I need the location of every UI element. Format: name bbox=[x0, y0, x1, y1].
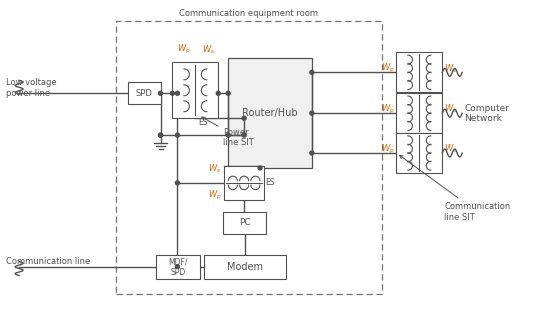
Text: $W_p$: $W_p$ bbox=[177, 43, 191, 56]
Text: Modem: Modem bbox=[227, 262, 263, 272]
Bar bbox=[204, 255, 286, 279]
Circle shape bbox=[226, 133, 230, 137]
Circle shape bbox=[158, 91, 162, 95]
Text: $W_p$: $W_p$ bbox=[381, 143, 394, 156]
Bar bbox=[116, 21, 382, 294]
Circle shape bbox=[158, 133, 162, 137]
Text: Communication line: Communication line bbox=[6, 257, 90, 266]
Bar bbox=[228, 58, 312, 168]
Circle shape bbox=[171, 91, 175, 95]
Text: Communication equipment room: Communication equipment room bbox=[179, 9, 318, 18]
Text: $W_s$: $W_s$ bbox=[208, 163, 221, 175]
Circle shape bbox=[242, 116, 246, 120]
Text: $W_p$: $W_p$ bbox=[381, 62, 394, 75]
Circle shape bbox=[176, 264, 179, 269]
Text: Router/Hub: Router/Hub bbox=[242, 108, 298, 118]
Text: $W_s$: $W_s$ bbox=[444, 103, 458, 115]
Bar bbox=[223, 212, 266, 234]
Text: SPD: SPD bbox=[136, 89, 152, 98]
Bar bbox=[397, 93, 442, 133]
Text: Communication
line SIT: Communication line SIT bbox=[399, 155, 511, 222]
Text: PC: PC bbox=[239, 218, 250, 227]
Text: $W_s$: $W_s$ bbox=[444, 143, 458, 155]
Circle shape bbox=[310, 151, 314, 155]
Bar bbox=[224, 166, 264, 200]
Text: Power
line SIT: Power line SIT bbox=[202, 117, 254, 147]
Circle shape bbox=[176, 91, 179, 95]
Text: $W_p$: $W_p$ bbox=[381, 103, 394, 116]
Bar bbox=[172, 63, 218, 118]
Text: MDF/
SPD: MDF/ SPD bbox=[168, 257, 188, 277]
Circle shape bbox=[310, 70, 314, 74]
Bar bbox=[397, 133, 442, 173]
Text: ES: ES bbox=[265, 178, 275, 187]
Bar bbox=[156, 255, 201, 279]
Text: $W_s$: $W_s$ bbox=[444, 62, 458, 75]
Circle shape bbox=[176, 133, 179, 137]
Circle shape bbox=[242, 133, 246, 137]
Text: $W_p$: $W_p$ bbox=[208, 189, 221, 202]
Circle shape bbox=[176, 181, 179, 185]
Text: Low voltage
power line: Low voltage power line bbox=[6, 78, 57, 98]
Circle shape bbox=[258, 166, 262, 170]
Circle shape bbox=[158, 133, 162, 137]
Circle shape bbox=[226, 91, 230, 95]
Bar bbox=[127, 82, 161, 104]
Text: ES: ES bbox=[198, 118, 208, 127]
Circle shape bbox=[216, 91, 220, 95]
Text: Computer
Network: Computer Network bbox=[464, 103, 509, 123]
Circle shape bbox=[310, 111, 314, 115]
Bar bbox=[397, 52, 442, 92]
Text: $W_s$: $W_s$ bbox=[202, 44, 216, 56]
